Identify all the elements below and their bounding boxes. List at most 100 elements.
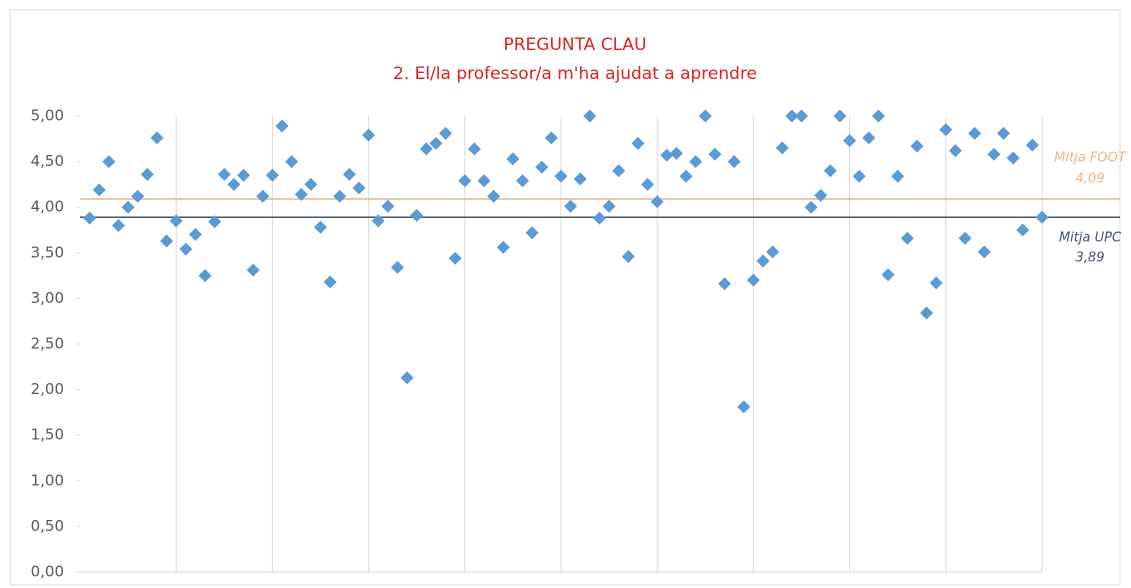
point: [900, 231, 914, 245]
point: [766, 245, 780, 259]
point: [111, 218, 125, 232]
point: [169, 214, 183, 228]
reference-value: 3,89: [1076, 251, 1105, 266]
point: [1016, 223, 1030, 237]
reference-label: Mitja FOOT: [1054, 151, 1127, 166]
point: [920, 306, 934, 320]
point: [342, 167, 356, 181]
point: [968, 126, 982, 140]
point: [304, 177, 318, 191]
point: [198, 269, 212, 283]
point: [881, 268, 895, 282]
point: [564, 199, 578, 213]
point: [419, 142, 433, 156]
point: [140, 167, 154, 181]
point: [294, 187, 308, 201]
y-tick-label: 2,00: [31, 380, 64, 398]
point: [554, 169, 568, 183]
y-tick-label: 4,00: [31, 198, 64, 216]
point: [362, 128, 376, 142]
point: [939, 123, 953, 137]
point: [804, 200, 818, 214]
y-tick-label: 0,50: [31, 517, 64, 535]
reference-value: 4,09: [1076, 172, 1105, 187]
point: [641, 177, 655, 191]
point: [833, 109, 847, 123]
point: [160, 234, 174, 248]
chart-subtitle: 2. El/la professor/a m'ha ajudat a apren…: [393, 64, 757, 84]
point: [660, 148, 674, 162]
point: [496, 240, 510, 254]
point: [467, 142, 481, 156]
point: [852, 169, 866, 183]
point: [573, 172, 587, 186]
point: [823, 164, 837, 178]
point: [708, 147, 722, 161]
point: [410, 208, 424, 222]
point: [535, 160, 549, 174]
point: [92, 183, 106, 197]
point: [179, 242, 193, 256]
point: [737, 400, 751, 414]
y-tick-label: 3,00: [31, 289, 64, 307]
y-tick-label: 1,00: [31, 471, 64, 489]
point: [602, 199, 616, 213]
point: [121, 200, 135, 214]
point: [439, 126, 453, 140]
point: [83, 211, 97, 225]
chart-frame: [9, 9, 1121, 586]
y-tick-label: 3,50: [31, 243, 64, 261]
point: [237, 168, 251, 182]
point: [583, 109, 597, 123]
point: [948, 144, 962, 158]
point: [1006, 151, 1020, 165]
y-tick-label: 4,50: [31, 152, 64, 170]
chart-title: PREGUNTA CLAU: [503, 35, 646, 55]
point: [188, 228, 202, 242]
point: [400, 371, 414, 385]
point: [275, 119, 289, 133]
point: [333, 189, 347, 203]
point: [265, 168, 279, 182]
point: [795, 109, 808, 123]
point: [727, 155, 741, 169]
point: [775, 141, 789, 155]
point: [785, 109, 799, 123]
point: [862, 131, 876, 145]
point: [1025, 138, 1039, 152]
point: [285, 155, 299, 169]
point: [458, 174, 472, 188]
point: [381, 199, 395, 213]
point: [977, 245, 991, 259]
y-tick-label: 0,00: [31, 563, 64, 581]
point: [516, 174, 530, 188]
point: [650, 195, 664, 209]
point: [390, 260, 404, 274]
point: [246, 263, 260, 277]
point: [718, 277, 732, 291]
point: [891, 169, 905, 183]
point: [102, 155, 116, 169]
point: [631, 136, 645, 150]
point: [814, 188, 828, 202]
point: [997, 126, 1011, 140]
point: [689, 155, 703, 169]
point: [679, 169, 693, 183]
point: [910, 139, 924, 153]
point: [150, 131, 164, 145]
reference-label: Mitja UPC: [1059, 231, 1122, 246]
point: [746, 273, 760, 287]
point: [131, 189, 145, 203]
point: [843, 134, 857, 148]
point: [929, 276, 943, 290]
point: [669, 146, 683, 160]
point: [314, 220, 327, 234]
point: [987, 147, 1001, 161]
point: [227, 177, 241, 191]
point: [217, 167, 231, 181]
point: [698, 109, 712, 123]
y-tick-label: 5,00: [31, 107, 64, 125]
point: [448, 251, 462, 265]
